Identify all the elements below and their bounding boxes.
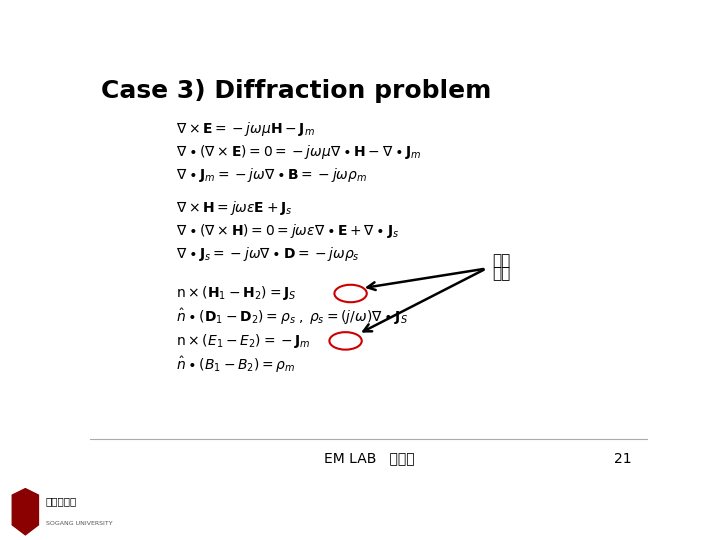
- Text: EM LAB   이정한: EM LAB 이정한: [324, 451, 414, 465]
- Text: $\nabla \times \mathbf{H} = j\omega\varepsilon\mathbf{E} + \mathbf{J}_s$: $\nabla \times \mathbf{H} = j\omega\vare…: [176, 199, 293, 217]
- Text: $\nabla \bullet (\nabla \times \mathbf{E}) = 0 = -j\omega\mu\nabla \bullet \math: $\nabla \bullet (\nabla \times \mathbf{E…: [176, 143, 422, 161]
- Text: $\mathrm{n} \times (E_1 - E_2) = -\mathbf{J}_m$: $\mathrm{n} \times (E_1 - E_2) = -\mathb…: [176, 332, 311, 350]
- Text: Case 3) Diffraction problem: Case 3) Diffraction problem: [101, 79, 492, 103]
- Polygon shape: [12, 489, 38, 535]
- Text: $\hat{n} \bullet (\mathbf{D}_1 - \mathbf{D}_2) = \rho_s \;,\; \rho_s = (j/\omega: $\hat{n} \bullet (\mathbf{D}_1 - \mathbf…: [176, 307, 408, 327]
- Text: SOGANG UNIVERSITY: SOGANG UNIVERSITY: [45, 521, 112, 526]
- Text: $\nabla \bullet \mathbf{J}_m = -j\omega\nabla \bullet \mathbf{B} = -j\omega\rho_: $\nabla \bullet \mathbf{J}_m = -j\omega\…: [176, 166, 368, 184]
- Text: 가상: 가상: [492, 253, 510, 268]
- Text: 전류: 전류: [492, 266, 510, 281]
- Text: $\mathrm{n} \times (\mathbf{H}_1 - \mathbf{H}_2) = \mathbf{J}_S$: $\mathrm{n} \times (\mathbf{H}_1 - \math…: [176, 285, 297, 302]
- Text: 21: 21: [613, 451, 631, 465]
- Text: 서강대학교: 서강대학교: [45, 497, 77, 507]
- Text: $\hat{n} \bullet (B_1 - B_2) = \rho_m$: $\hat{n} \bullet (B_1 - B_2) = \rho_m$: [176, 354, 296, 375]
- Text: $\nabla \times \mathbf{E} = -j\omega\mu\mathbf{H} - \mathbf{J}_m$: $\nabla \times \mathbf{E} = -j\omega\mu\…: [176, 120, 315, 138]
- Text: $\nabla \bullet (\nabla \times \mathbf{H}) = 0 = j\omega\varepsilon\nabla \bulle: $\nabla \bullet (\nabla \times \mathbf{H…: [176, 222, 400, 240]
- Text: $\nabla \bullet \mathbf{J}_s = -j\omega\nabla \bullet \mathbf{D} = -j\omega\rho_: $\nabla \bullet \mathbf{J}_s = -j\omega\…: [176, 245, 360, 263]
